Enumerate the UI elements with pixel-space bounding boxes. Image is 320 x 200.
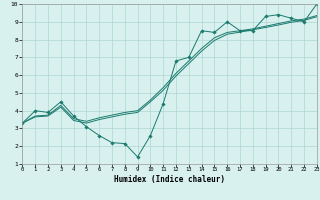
X-axis label: Humidex (Indice chaleur): Humidex (Indice chaleur) bbox=[114, 175, 225, 184]
